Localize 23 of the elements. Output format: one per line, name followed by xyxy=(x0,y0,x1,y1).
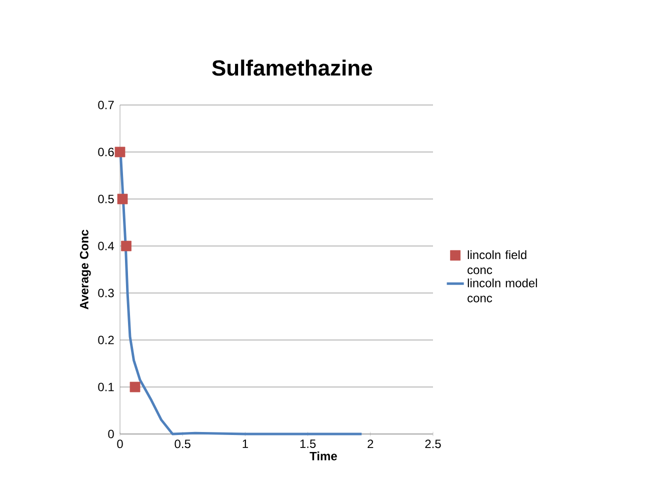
point xyxy=(130,382,140,392)
point xyxy=(114,146,126,158)
x-tick-label: 2 xyxy=(368,440,374,448)
y-tick-label: 0.1 xyxy=(98,382,114,392)
x-tick-label: 2.5 xyxy=(425,440,441,448)
x-tick-label: 0.5 xyxy=(174,440,190,448)
x-tick-label: 1 xyxy=(242,440,248,448)
chart-title: Sulfamethazine xyxy=(212,60,372,76)
y-tick-label: 0.2 xyxy=(98,336,114,344)
legend-label: lincoln field conc xyxy=(468,250,526,274)
x-tick-label: 1.5 xyxy=(300,440,316,448)
y-tick-label: 0.5 xyxy=(98,194,114,204)
y-tick-label: 0.7 xyxy=(98,100,114,110)
point xyxy=(117,194,128,204)
x-tick-label: 0 xyxy=(117,440,123,448)
y-tick-label: 0 xyxy=(108,430,114,438)
legend-label: lincoln model conc xyxy=(468,278,537,302)
y-axis-title: Average Conc xyxy=(80,230,91,310)
y-tick-label: 0.4 xyxy=(98,242,114,250)
x-axis-title: Time xyxy=(310,452,337,460)
y-tick-label: 0.3 xyxy=(98,288,114,298)
y-tick-label: 0.6 xyxy=(98,148,114,156)
point xyxy=(121,240,132,252)
